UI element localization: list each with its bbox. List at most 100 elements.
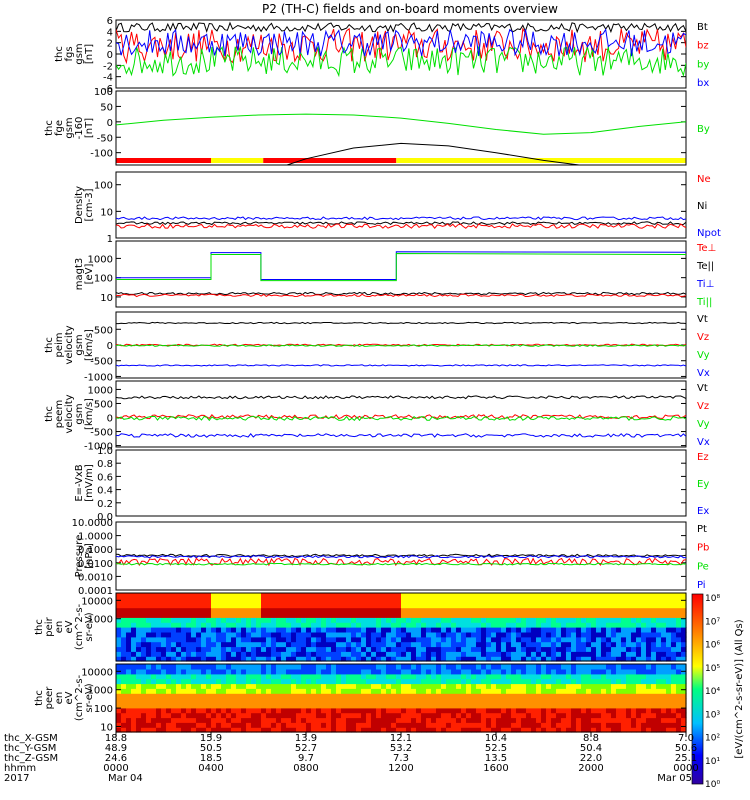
spectro-cell [511,698,517,704]
spectro-cell [511,722,517,728]
spectro-cell [651,593,657,599]
spectro-cell [426,678,432,685]
spectro-cell [446,646,452,652]
spectro-cell [146,717,152,723]
spectro-cell [166,678,172,685]
spectro-cell [301,707,307,714]
spectro-cell [256,646,262,652]
spectro-cell [536,636,542,643]
spectro-cell [446,664,452,670]
spectro-cell [681,712,687,719]
spectro-cell [501,668,507,675]
spectro-cell [486,683,492,689]
spectro-cell [446,678,452,685]
spectro-cell [236,673,242,680]
spectro-cell [661,612,667,618]
spectro-cell [531,693,537,699]
spectro-cell [261,651,267,657]
spectro-cell [381,664,387,670]
spectro-cell [176,717,182,723]
spectro-cell [226,722,232,728]
spectro-cell [436,627,442,633]
spectro-cell [291,698,297,704]
y-tick-label: 4 [107,27,113,38]
spectro-cell [326,602,332,609]
spectro-cell [401,631,407,638]
spectro-cell [646,673,652,680]
spectro-cell [371,641,377,648]
spectro-cell [236,668,242,675]
spectro-cell [186,593,192,599]
spectro-cell [641,678,647,685]
spectro-cell [191,612,197,618]
spectro-cell [176,656,182,662]
spectro-cell [236,593,242,599]
spectro-cell [516,656,522,662]
spectro-cell [281,617,287,623]
spectro-cell [446,631,452,638]
spectro-cell [571,602,577,609]
spectro-cell [241,612,247,618]
spectro-cell [466,602,472,609]
spectro-cell [176,636,182,643]
spectro-cell [436,717,442,723]
spectro-cell [181,631,187,638]
spectro-cell [191,641,197,648]
spectro-cell [576,607,582,614]
spectro-cell [431,707,437,714]
spectro-cell [401,641,407,648]
spectro-cell [511,627,517,633]
spectro-cell [251,627,257,633]
spectro-cell [146,656,152,662]
spectro-cell [471,712,477,719]
spectro-cell [406,678,412,685]
spectro-cell [191,593,197,599]
spectro-cell [331,673,337,680]
spectro-cell [671,688,677,694]
spectro-cell [426,656,432,662]
spectro-cell [356,727,362,733]
chart-title: P2 (TH-C) fields and on-board moments ov… [262,2,558,16]
spectro-cell [511,693,517,699]
spectro-cell [371,683,377,689]
spectro-cell [401,722,407,728]
y-axis-label: [nPa] [84,543,95,569]
series-line-Te⊥ [116,293,686,298]
spectro-cell [371,722,377,728]
spectro-cell [261,631,267,638]
spectro-cell [426,673,432,680]
spectro-cell [431,593,437,599]
spectro-cell [441,727,447,733]
spectro-cell [281,602,287,609]
spectro-cell [306,641,312,648]
spectro-cell [326,631,332,638]
y-tick-label: 500 [94,399,113,410]
spectro-cell [516,631,522,638]
spectro-cell [571,722,577,728]
spectro-cell [476,678,482,685]
spectro-cell [581,678,587,685]
spectro-cell [296,597,302,604]
spectro-cell [656,622,662,628]
spectro-cell [411,693,417,699]
spectro-cell [341,683,347,689]
spectro-cell [351,651,357,657]
spectro-cell [336,617,342,623]
spectro-cell [176,693,182,699]
spectro-cell [571,597,577,604]
spectro-cell [336,707,342,714]
spectro-cell [516,702,522,709]
spectro-cell [646,646,652,652]
spectro-cell [581,602,587,609]
spectro-cell [421,646,427,652]
legend-Ne: Ne [697,174,711,185]
spectro-cell [266,641,272,648]
spectro-cell [211,702,217,709]
spectro-cell [341,617,347,623]
spectro-cell [221,651,227,657]
spectro-cell [411,683,417,689]
spectro-cell [196,641,202,648]
spectro-cell [406,617,412,623]
spectro-cell [381,641,387,648]
spectro-cell [626,607,632,614]
